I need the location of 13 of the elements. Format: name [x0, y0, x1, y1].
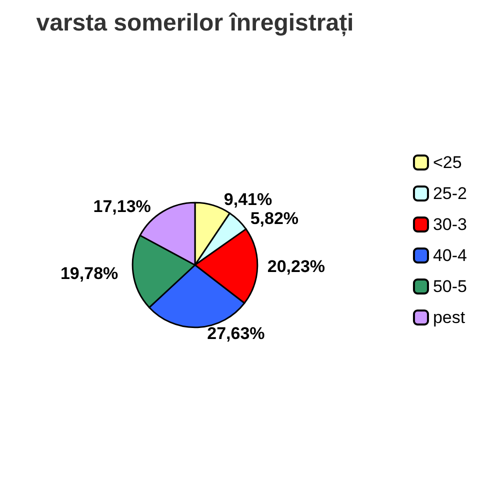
data-label: 9,41%	[224, 190, 272, 210]
legend-label: 30-3	[432, 215, 468, 234]
legend-label: <25	[432, 153, 462, 172]
legend-label: 40-4	[432, 246, 468, 265]
legend-label: 25-2	[432, 184, 468, 203]
data-label: 27,63%	[207, 324, 265, 343]
data-label: 20,23%	[267, 256, 326, 276]
data-label: 17,13%	[93, 196, 151, 216]
chart-title: varsta somerilor înregistrați	[36, 10, 354, 36]
data-label: 19,78%	[60, 264, 118, 284]
legend-label: pest	[432, 308, 466, 327]
data-label: 5,82%	[250, 209, 299, 228]
legend-label: 50-5	[432, 277, 468, 296]
